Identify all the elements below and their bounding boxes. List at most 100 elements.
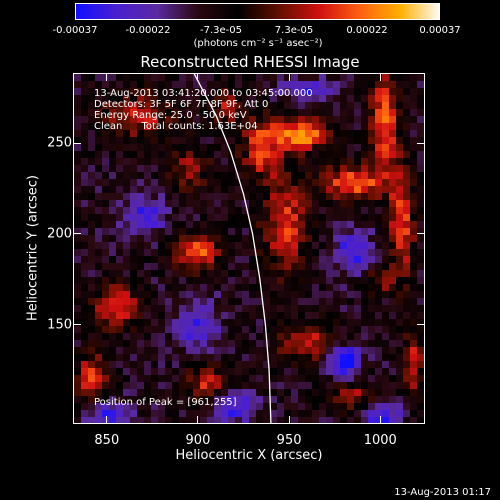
heatmap-cell xyxy=(389,172,396,179)
heatmap-cell xyxy=(179,109,186,116)
heatmap-cell xyxy=(256,214,263,221)
heatmap-cell xyxy=(102,74,109,81)
heatmap-cell xyxy=(186,382,193,389)
heatmap-cell xyxy=(347,291,354,298)
heatmap-cell xyxy=(74,123,81,130)
heatmap-cell xyxy=(158,130,165,137)
heatmap-cell xyxy=(123,319,130,326)
heatmap-cell xyxy=(270,249,277,256)
heatmap-cell xyxy=(179,256,186,263)
heatmap-cell xyxy=(172,347,179,354)
heatmap-cell xyxy=(228,123,235,130)
heatmap-cell xyxy=(410,284,417,291)
heatmap-cell xyxy=(410,354,417,361)
heatmap-cell xyxy=(207,354,214,361)
heatmap-cell xyxy=(375,81,382,88)
heatmap-cell xyxy=(382,263,389,270)
heatmap-cell xyxy=(116,130,123,137)
heatmap-cell xyxy=(88,270,95,277)
heatmap-cell xyxy=(326,172,333,179)
heatmap-cell xyxy=(298,193,305,200)
heatmap-cell xyxy=(305,235,312,242)
heatmap-cell xyxy=(214,102,221,109)
heatmap-cell xyxy=(242,347,249,354)
heatmap-cell xyxy=(95,200,102,207)
heatmap-cell xyxy=(333,403,340,410)
heatmap-cell xyxy=(165,116,172,123)
heatmap-cell xyxy=(417,347,424,354)
heatmap-cell xyxy=(319,326,326,333)
heatmap-cell xyxy=(319,312,326,319)
heatmap-cell xyxy=(298,172,305,179)
heatmap-cell xyxy=(137,102,144,109)
heatmap-cell xyxy=(228,165,235,172)
heatmap-cell xyxy=(193,179,200,186)
heatmap-cell xyxy=(200,116,207,123)
heatmap-cell xyxy=(277,193,284,200)
heatmap-cell xyxy=(165,74,172,81)
heatmap-cell xyxy=(130,305,137,312)
heatmap-cell xyxy=(410,361,417,368)
heatmap-cell xyxy=(256,172,263,179)
heatmap-cell xyxy=(354,214,361,221)
heatmap-cell xyxy=(151,403,158,410)
heatmap-cell xyxy=(130,417,137,423)
heatmap-cell xyxy=(88,368,95,375)
heatmap-cell xyxy=(361,312,368,319)
heatmap-cell xyxy=(144,158,151,165)
heatmap-cell xyxy=(137,284,144,291)
heatmap-cell xyxy=(95,95,102,102)
heatmap-cell xyxy=(263,137,270,144)
heatmap-cell xyxy=(340,417,347,423)
heatmap-cell xyxy=(151,137,158,144)
heatmap-cell xyxy=(130,214,137,221)
heatmap-cell xyxy=(291,165,298,172)
heatmap-cell xyxy=(389,319,396,326)
heatmap-cell xyxy=(74,312,81,319)
heatmap-cell xyxy=(389,137,396,144)
heatmap-cell xyxy=(88,235,95,242)
heatmap-cell xyxy=(410,165,417,172)
heatmap-cell xyxy=(186,158,193,165)
heatmap-cell xyxy=(382,179,389,186)
heatmap-cell xyxy=(242,361,249,368)
heatmap-cell xyxy=(200,417,207,423)
heatmap-cell xyxy=(417,137,424,144)
heatmap-cell xyxy=(235,389,242,396)
heatmap-cell xyxy=(361,88,368,95)
heatmap-cell xyxy=(102,102,109,109)
heatmap-cell xyxy=(319,417,326,423)
heatmap-cell xyxy=(396,214,403,221)
heatmap-cell xyxy=(326,158,333,165)
heatmap-cell xyxy=(172,207,179,214)
heatmap-cell xyxy=(151,382,158,389)
heatmap-cell xyxy=(165,144,172,151)
heatmap-cell xyxy=(417,270,424,277)
heatmap-cell xyxy=(235,284,242,291)
heatmap-cell xyxy=(158,228,165,235)
heatmap-cell xyxy=(396,284,403,291)
heatmap-cell xyxy=(410,186,417,193)
heatmap-cell xyxy=(81,242,88,249)
heatmap-cell xyxy=(74,382,81,389)
heatmap-cell xyxy=(284,137,291,144)
heatmap-cell xyxy=(417,109,424,116)
heatmap-cell xyxy=(347,347,354,354)
heatmap-cell xyxy=(256,88,263,95)
heatmap-cell xyxy=(116,172,123,179)
heatmap-cell xyxy=(123,305,130,312)
heatmap-cell xyxy=(214,214,221,221)
heatmap-cell xyxy=(144,88,151,95)
y-axis-label: Heliocentric Y (arcsec) xyxy=(25,175,41,321)
heatmap-cell xyxy=(410,396,417,403)
heatmap-cell xyxy=(270,396,277,403)
heatmap-cell xyxy=(368,410,375,417)
heatmap-cell xyxy=(312,228,319,235)
heatmap-cell xyxy=(326,354,333,361)
heatmap-cell xyxy=(354,396,361,403)
heatmap-cell xyxy=(200,326,207,333)
heatmap-cell xyxy=(396,361,403,368)
heatmap-cell xyxy=(137,172,144,179)
heatmap-cell xyxy=(88,172,95,179)
heatmap-cell xyxy=(179,74,186,81)
